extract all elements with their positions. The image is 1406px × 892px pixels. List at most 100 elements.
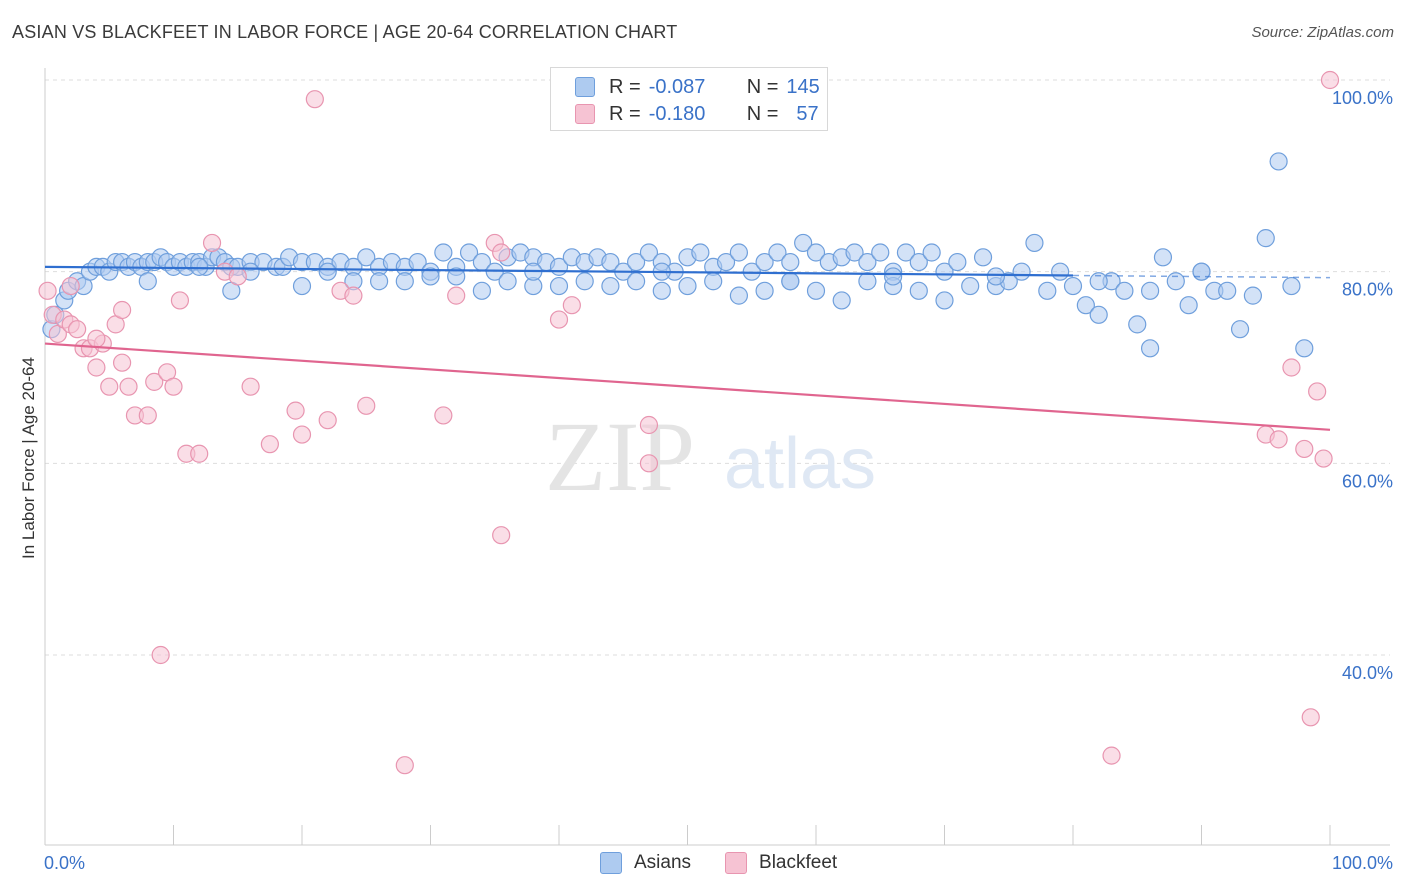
asians-point — [755, 252, 774, 272]
asians-point — [1140, 281, 1160, 300]
blackfeet-point — [112, 353, 132, 372]
asians-point — [1256, 229, 1275, 248]
asians-point — [1063, 276, 1083, 296]
bottom-legend-blackfeet: Blackfeet — [725, 852, 837, 874]
asians-point — [1051, 262, 1070, 281]
asians-point — [1012, 262, 1031, 281]
asians-point — [421, 267, 440, 286]
blackfeet-point — [1301, 708, 1320, 727]
blackfeet-point — [145, 372, 164, 391]
asians-point — [498, 272, 517, 291]
asians-point — [1089, 272, 1108, 291]
blackfeet-point — [68, 320, 87, 339]
asians-point — [755, 281, 774, 300]
source-label: Source: ZipAtlas.com — [1251, 24, 1394, 41]
blackfeet-point — [562, 296, 581, 315]
asians-point — [806, 281, 826, 300]
legend-n-value: 145 — [786, 75, 820, 98]
watermark-zip: ZIP — [545, 401, 695, 512]
blackfeet-point — [241, 377, 260, 396]
blackfeet-point — [434, 406, 453, 425]
legend-r-label: R = — [609, 75, 641, 98]
asians-point — [472, 281, 491, 300]
legend-r-value: -0.087 — [648, 75, 706, 98]
legend-r-label: R = — [609, 102, 641, 125]
blackfeet-point — [151, 645, 170, 665]
legend-n-label: N = — [746, 102, 779, 125]
blackfeet-point — [87, 329, 106, 348]
blackfeet-point — [1314, 449, 1333, 468]
asians-point — [948, 252, 967, 272]
asians-trendline — [44, 265, 1074, 277]
x-tick-label: 100.0% — [1332, 853, 1393, 873]
blackfeet-point — [1269, 430, 1288, 449]
legend-box: R = -0.087 N = 145 R = -0.180 N = 57 — [550, 67, 828, 131]
blackfeet-point — [164, 377, 183, 396]
asians-point — [370, 272, 389, 291]
asians-point — [639, 243, 659, 262]
blackfeet-point — [318, 411, 337, 430]
bottom-legend-swatch-blackfeet — [725, 852, 748, 874]
asians-point — [678, 276, 697, 296]
legend-swatch-blackfeet — [575, 104, 595, 124]
x-tick-label: 0.0% — [44, 853, 85, 873]
asians-point — [1025, 233, 1044, 253]
blackfeet-point — [100, 377, 119, 396]
asians-point — [575, 272, 594, 291]
y-tick-label: 80.0% — [1342, 280, 1393, 300]
asians-point — [1295, 339, 1314, 358]
asians-point — [704, 272, 723, 291]
blackfeet-point — [112, 300, 132, 320]
blackfeet-point — [1320, 70, 1340, 90]
bottom-legend-label-asians: Asians — [634, 852, 692, 873]
asians-point — [292, 276, 312, 296]
blackfeet-point — [119, 377, 138, 396]
blackfeet-point — [260, 435, 279, 454]
asians-point — [1192, 262, 1211, 281]
asians-point — [922, 243, 941, 262]
blackfeet-point — [344, 286, 363, 305]
blackfeet-point — [1308, 382, 1327, 401]
asians-point — [896, 243, 916, 262]
asians-point — [1089, 305, 1108, 324]
legend-swatch-asians — [575, 77, 595, 97]
legend-row-asians: R = -0.087 N = 145 — [575, 74, 820, 100]
asians-point — [1153, 248, 1173, 267]
asians-point — [1115, 281, 1134, 300]
asians-point — [883, 267, 903, 286]
chart-title: ASIAN VS BLACKFEET IN LABOR FORCE | AGE … — [12, 22, 678, 42]
y-axis-label: In Labor Force | Age 20-64 — [19, 357, 38, 559]
asians-point — [1076, 296, 1095, 315]
asians-point — [357, 248, 376, 267]
bottom-legend-asians: Asians — [600, 852, 691, 874]
blackfeet-point — [138, 406, 157, 425]
bottom-legend: Asians Blackfeet — [600, 852, 871, 874]
asians-point — [1166, 272, 1185, 291]
blackfeet-point — [357, 396, 376, 415]
asians-point — [716, 252, 736, 272]
asians-point — [1038, 281, 1057, 300]
blackfeet-point — [639, 454, 659, 473]
asians-point — [729, 286, 749, 305]
asians-point — [1179, 296, 1198, 315]
asians-point — [781, 272, 800, 291]
asians-point — [781, 252, 800, 272]
y-tick-label: 60.0% — [1342, 471, 1393, 491]
blackfeet-point — [190, 444, 209, 463]
blackfeet-point — [447, 286, 466, 305]
asians-point — [459, 243, 479, 262]
legend-row-blackfeet: R = -0.180 N = 57 — [575, 101, 819, 127]
y-tick-label: 40.0% — [1342, 663, 1393, 683]
asians-point — [601, 276, 620, 296]
blackfeet-point — [202, 233, 222, 253]
blackfeet-point — [1282, 358, 1301, 377]
bottom-legend-label-blackfeet: Blackfeet — [759, 852, 838, 873]
asians-point — [1218, 281, 1237, 300]
blackfeet-point — [87, 358, 106, 377]
asians-point — [1140, 339, 1160, 358]
blackfeet-trendline — [44, 342, 1331, 431]
asians-trendline-extension — [1072, 274, 1331, 279]
asians-point — [806, 243, 826, 262]
y-tick-label: 100.0% — [1332, 88, 1393, 108]
